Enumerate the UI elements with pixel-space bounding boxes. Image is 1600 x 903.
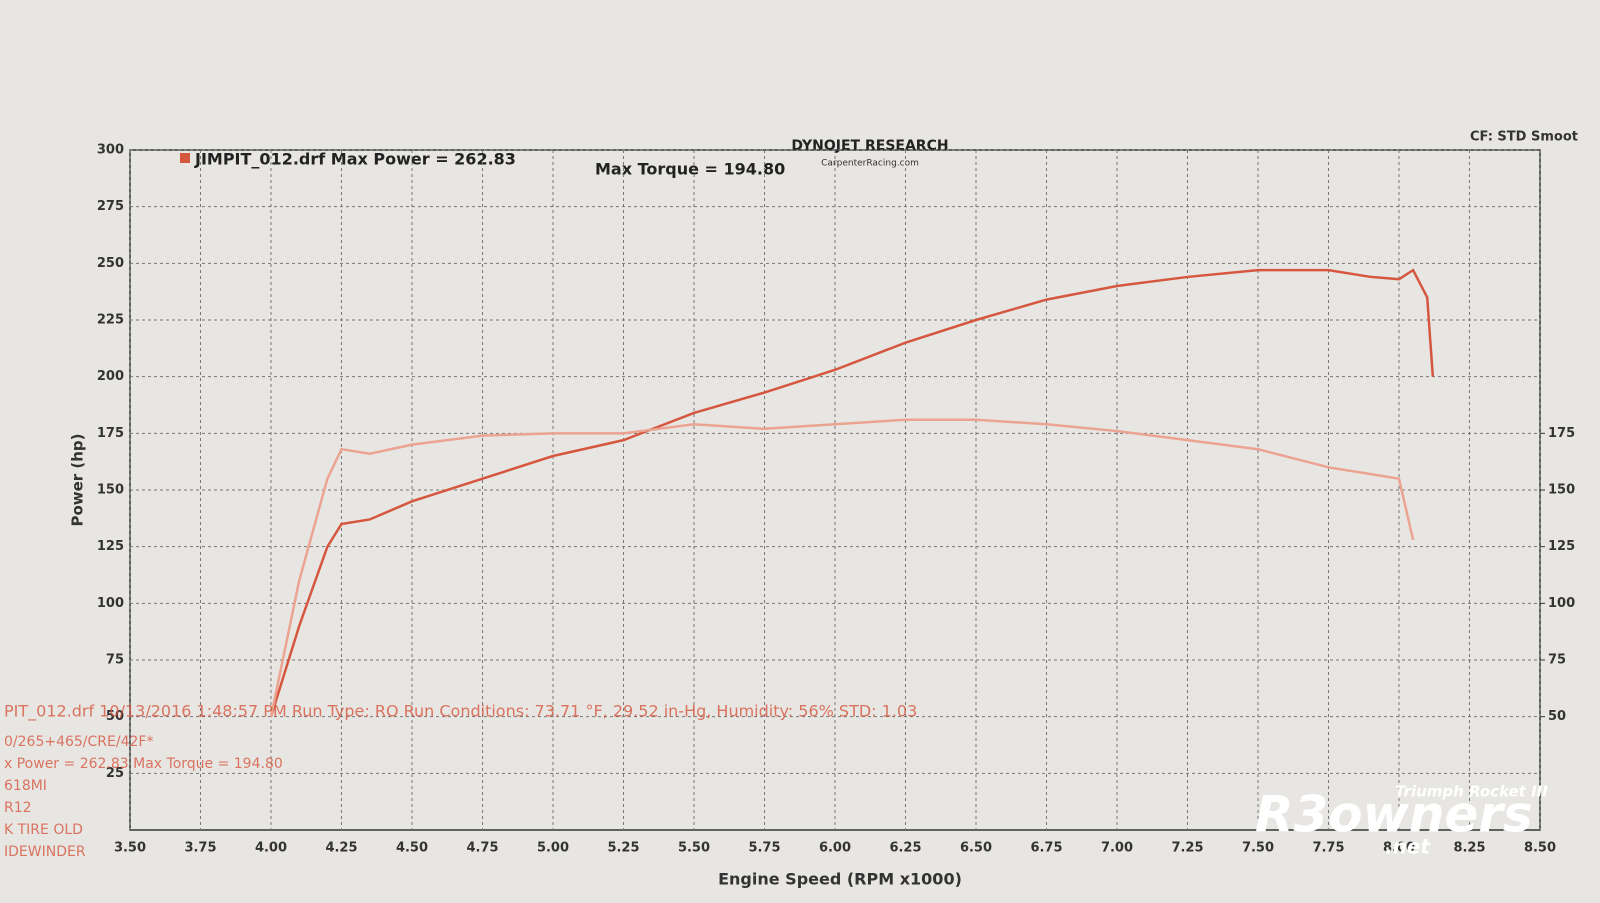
data-line [269,418,1415,717]
y-tick-label: 125 [97,539,124,554]
x-tick-label: 4.00 [255,841,287,856]
x-tick-label: 6.25 [889,841,921,856]
y2-tick-label: 50 [1548,709,1566,724]
run-info: IDEWINDER [4,844,86,860]
y-axis-label: Power (hp) [69,433,87,526]
x-tick-label: 8.50 [1524,841,1556,856]
x-tick-label: 5.25 [607,841,639,856]
watermark-domain: .net [1385,835,1431,859]
x-tick-label: 4.75 [466,841,498,856]
y2-tick-label: 100 [1548,596,1575,611]
y-tick-label: 75 [106,653,124,668]
legend-torque: Max Torque = 194.80 [595,160,785,179]
chart-subtitle: CarpenterRacing.com [821,159,919,169]
y-tick-label: 275 [97,199,124,214]
x-tick-label: 7.00 [1101,841,1133,856]
y-tick-label: 50 [106,709,124,724]
x-tick-label: 7.25 [1171,841,1203,856]
y-tick-label: 150 [97,483,124,498]
watermark-logo: R3owners [1255,786,1533,844]
legend-swatch [180,153,190,163]
x-tick-label: 8.00 [1383,841,1415,856]
x-tick-label: 6.50 [960,841,992,856]
run-info: 0/265+465/CRE/42F* [4,734,153,750]
run-info: PIT_012.drf 10/13/2016 1:48:57 PM Run Ty… [4,702,917,722]
run-info: 618MI [4,778,47,794]
x-tick-label: 5.00 [537,841,569,856]
x-tick-label: 3.75 [184,841,216,856]
x-axis-label: Engine Speed (RPM x1000) [718,870,962,889]
y-tick-label: 175 [97,426,124,441]
x-tick-label: 3.50 [114,841,146,856]
data-line [269,268,1435,718]
y-tick-label: 100 [97,596,124,611]
corner-note: CF: STD Smoot [1470,130,1578,145]
x-tick-label: 7.50 [1242,841,1274,856]
x-tick-label: 6.00 [819,841,851,856]
y2-tick-label: 125 [1548,539,1575,554]
run-info: x Power = 262.83 Max Torque = 194.80 [4,756,283,772]
x-tick-label: 5.50 [678,841,710,856]
x-tick-label: 4.50 [396,841,428,856]
y2-tick-label: 175 [1548,426,1575,441]
y-tick-label: 300 [97,143,124,158]
x-tick-label: 6.75 [1030,841,1062,856]
x-tick-label: 5.75 [748,841,780,856]
legend-power: JIMPIT_012.drf Max Power = 262.83 [194,150,516,169]
x-tick-label: 4.25 [325,841,357,856]
y-tick-label: 225 [97,313,124,328]
run-info: R12 [4,800,32,816]
x-tick-label: 7.75 [1312,841,1344,856]
y-tick-label: 250 [97,256,124,271]
run-info: K TIRE OLD [4,822,83,838]
x-tick-label: 8.25 [1453,841,1485,856]
y2-tick-label: 75 [1548,653,1566,668]
y2-tick-label: 150 [1548,483,1575,498]
y-tick-label: 25 [106,766,124,781]
y-tick-label: 200 [97,369,124,384]
chart-title: DYNOJET RESEARCH [791,138,948,154]
watermark-tagline: Triumph Rocket III [1395,783,1548,801]
